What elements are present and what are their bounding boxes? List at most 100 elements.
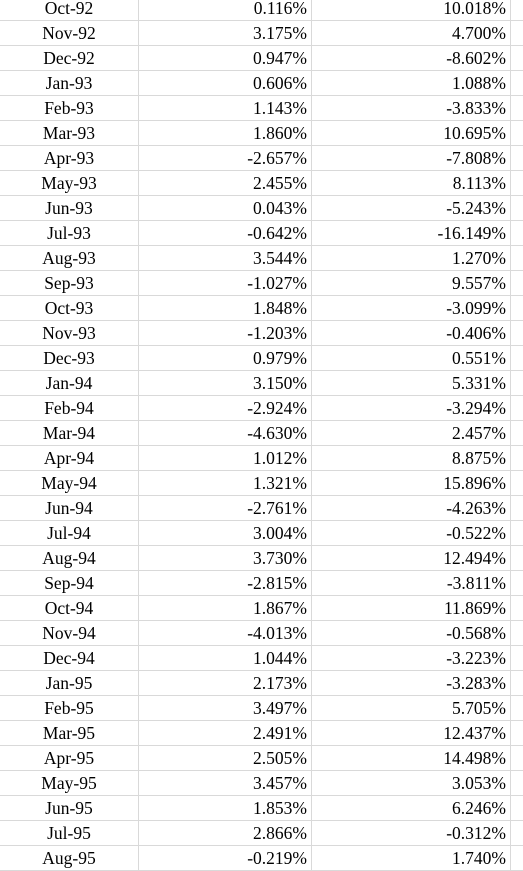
return-a-cell[interactable]: 2.491% <box>139 721 312 746</box>
empty-cell[interactable] <box>511 21 523 46</box>
return-a-cell[interactable]: 1.143% <box>139 96 312 121</box>
return-b-cell[interactable]: 14.498% <box>312 746 511 771</box>
return-a-cell[interactable]: 3.544% <box>139 246 312 271</box>
date-cell[interactable]: Nov-94 <box>0 621 139 646</box>
date-cell[interactable]: Mar-93 <box>0 121 139 146</box>
return-a-cell[interactable]: 2.505% <box>139 746 312 771</box>
return-b-cell[interactable]: -0.568% <box>312 621 511 646</box>
return-b-cell[interactable]: -7.808% <box>312 146 511 171</box>
return-a-cell[interactable]: 3.497% <box>139 696 312 721</box>
date-cell[interactable]: May-95 <box>0 771 139 796</box>
return-a-cell[interactable]: 0.116% <box>139 0 312 21</box>
return-a-cell[interactable]: 3.457% <box>139 771 312 796</box>
date-cell[interactable]: Apr-94 <box>0 446 139 471</box>
empty-cell[interactable] <box>511 196 523 221</box>
return-b-cell[interactable]: 2.457% <box>312 421 511 446</box>
return-a-cell[interactable]: -2.657% <box>139 146 312 171</box>
date-cell[interactable]: Jul-93 <box>0 221 139 246</box>
empty-cell[interactable] <box>511 0 523 21</box>
return-a-cell[interactable]: 1.853% <box>139 796 312 821</box>
return-b-cell[interactable]: 10.695% <box>312 121 511 146</box>
return-b-cell[interactable]: 0.551% <box>312 346 511 371</box>
empty-cell[interactable] <box>511 471 523 496</box>
empty-cell[interactable] <box>511 721 523 746</box>
return-b-cell[interactable]: -0.406% <box>312 321 511 346</box>
empty-cell[interactable] <box>511 421 523 446</box>
empty-cell[interactable] <box>511 796 523 821</box>
empty-cell[interactable] <box>511 746 523 771</box>
date-cell[interactable]: Oct-92 <box>0 0 139 21</box>
return-b-cell[interactable]: 1.740% <box>312 846 511 871</box>
date-cell[interactable]: Sep-94 <box>0 571 139 596</box>
date-cell[interactable]: Oct-94 <box>0 596 139 621</box>
date-cell[interactable]: Nov-93 <box>0 321 139 346</box>
return-a-cell[interactable]: 1.848% <box>139 296 312 321</box>
empty-cell[interactable] <box>511 146 523 171</box>
empty-cell[interactable] <box>511 396 523 421</box>
date-cell[interactable]: Jul-95 <box>0 821 139 846</box>
return-b-cell[interactable]: 5.331% <box>312 371 511 396</box>
empty-cell[interactable] <box>511 246 523 271</box>
empty-cell[interactable] <box>511 96 523 121</box>
return-a-cell[interactable]: 2.173% <box>139 671 312 696</box>
return-b-cell[interactable]: -3.833% <box>312 96 511 121</box>
return-a-cell[interactable]: 1.321% <box>139 471 312 496</box>
empty-cell[interactable] <box>511 646 523 671</box>
return-b-cell[interactable]: 8.875% <box>312 446 511 471</box>
empty-cell[interactable] <box>511 771 523 796</box>
empty-cell[interactable] <box>511 821 523 846</box>
date-cell[interactable]: Jan-94 <box>0 371 139 396</box>
date-cell[interactable]: May-93 <box>0 171 139 196</box>
date-cell[interactable]: Apr-93 <box>0 146 139 171</box>
return-a-cell[interactable]: 1.867% <box>139 596 312 621</box>
return-b-cell[interactable]: -4.263% <box>312 496 511 521</box>
date-cell[interactable]: Aug-95 <box>0 846 139 871</box>
date-cell[interactable]: Feb-94 <box>0 396 139 421</box>
empty-cell[interactable] <box>511 696 523 721</box>
empty-cell[interactable] <box>511 371 523 396</box>
return-a-cell[interactable]: 3.730% <box>139 546 312 571</box>
date-cell[interactable]: Apr-95 <box>0 746 139 771</box>
return-b-cell[interactable]: -3.294% <box>312 396 511 421</box>
date-cell[interactable]: Dec-92 <box>0 46 139 71</box>
empty-cell[interactable] <box>511 571 523 596</box>
date-cell[interactable]: May-94 <box>0 471 139 496</box>
date-cell[interactable]: Feb-95 <box>0 696 139 721</box>
return-a-cell[interactable]: 3.175% <box>139 21 312 46</box>
empty-cell[interactable] <box>511 621 523 646</box>
empty-cell[interactable] <box>511 846 523 871</box>
return-a-cell[interactable]: 0.606% <box>139 71 312 96</box>
empty-cell[interactable] <box>511 546 523 571</box>
date-cell[interactable]: Dec-94 <box>0 646 139 671</box>
return-a-cell[interactable]: 3.004% <box>139 521 312 546</box>
date-cell[interactable]: Jul-94 <box>0 521 139 546</box>
return-b-cell[interactable]: 3.053% <box>312 771 511 796</box>
return-a-cell[interactable]: -1.203% <box>139 321 312 346</box>
empty-cell[interactable] <box>511 271 523 296</box>
return-b-cell[interactable]: 11.869% <box>312 596 511 621</box>
empty-cell[interactable] <box>511 496 523 521</box>
return-a-cell[interactable]: -4.630% <box>139 421 312 446</box>
return-b-cell[interactable]: 8.113% <box>312 171 511 196</box>
date-cell[interactable]: Dec-93 <box>0 346 139 371</box>
empty-cell[interactable] <box>511 596 523 621</box>
return-a-cell[interactable]: 1.860% <box>139 121 312 146</box>
return-a-cell[interactable]: -0.219% <box>139 846 312 871</box>
return-b-cell[interactable]: 9.557% <box>312 271 511 296</box>
date-cell[interactable]: Mar-94 <box>0 421 139 446</box>
return-b-cell[interactable]: 1.088% <box>312 71 511 96</box>
return-b-cell[interactable]: 6.246% <box>312 796 511 821</box>
return-b-cell[interactable]: 5.705% <box>312 696 511 721</box>
return-b-cell[interactable]: -8.602% <box>312 46 511 71</box>
return-b-cell[interactable]: -3.099% <box>312 296 511 321</box>
return-b-cell[interactable]: -3.283% <box>312 671 511 696</box>
return-a-cell[interactable]: -1.027% <box>139 271 312 296</box>
return-a-cell[interactable]: -2.761% <box>139 496 312 521</box>
date-cell[interactable]: Jun-95 <box>0 796 139 821</box>
date-cell[interactable]: Nov-92 <box>0 21 139 46</box>
return-b-cell[interactable]: -5.243% <box>312 196 511 221</box>
return-a-cell[interactable]: 3.150% <box>139 371 312 396</box>
empty-cell[interactable] <box>511 321 523 346</box>
empty-cell[interactable] <box>511 521 523 546</box>
empty-cell[interactable] <box>511 346 523 371</box>
